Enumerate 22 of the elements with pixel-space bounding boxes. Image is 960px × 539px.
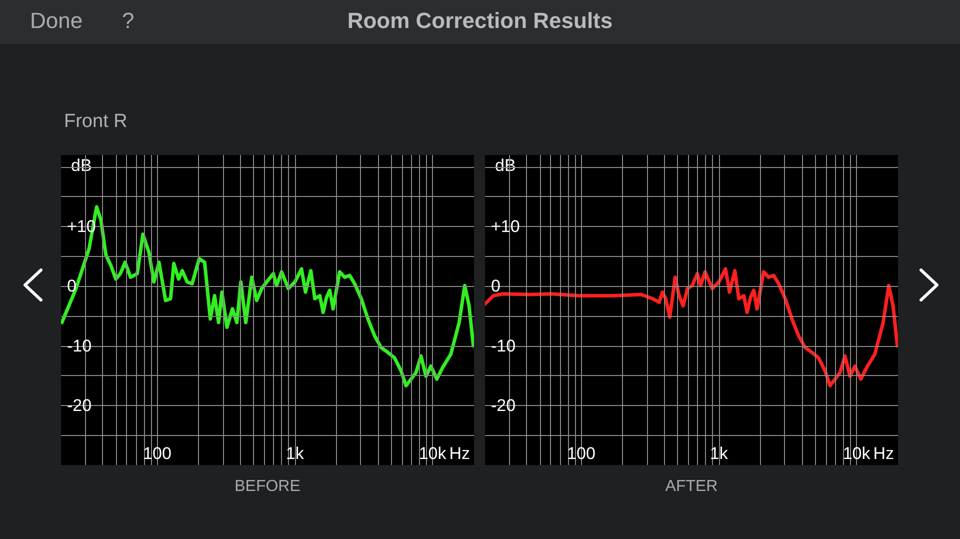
y-tick-label: -20 xyxy=(491,396,516,415)
y-tick-label: +10 xyxy=(491,217,520,236)
chart-subtitle: Front R xyxy=(64,111,128,133)
x-tick-label: 100 xyxy=(567,444,596,463)
text: AFTER xyxy=(664,478,719,496)
x-tick-label: 1k xyxy=(286,444,304,463)
chart-title: Room Correction Results xyxy=(346,8,614,34)
x-tick-label: 10k xyxy=(418,444,447,463)
y-tick-label: -10 xyxy=(67,336,92,356)
x-tick-label: 100 xyxy=(143,444,172,463)
text: BEFORE xyxy=(234,478,302,496)
x-axis-title: Hz xyxy=(449,444,470,463)
y-tick-label: 0 xyxy=(67,276,76,296)
text: ? xyxy=(122,8,134,34)
y-tick-label: -20 xyxy=(67,396,92,415)
x-axis-title: Hz xyxy=(873,444,894,463)
y-tick-label: +10 xyxy=(67,217,96,236)
y-tick-label: 0 xyxy=(491,276,500,296)
y-tick-label: -10 xyxy=(491,336,516,356)
x-tick-label: 1k xyxy=(710,444,728,463)
text: Done xyxy=(30,8,83,34)
x-tick-label: 10k xyxy=(842,444,871,463)
